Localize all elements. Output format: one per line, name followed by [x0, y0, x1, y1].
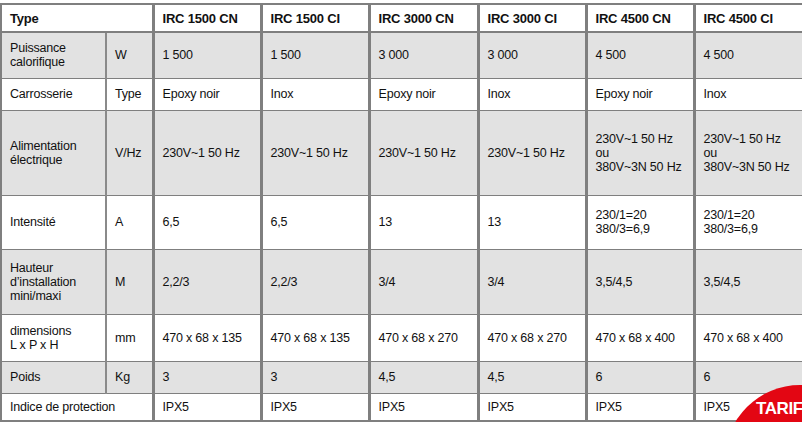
table-cell: Epoxy noir	[153, 78, 261, 110]
table-cell: 230/1=20 380/3=6,9	[694, 195, 802, 249]
table-cell: 230V~1 50 Hz	[369, 110, 478, 195]
column-header-irc-1500-cn: IRC 1500 CN	[153, 4, 261, 32]
tarif-badge-label: TARIF	[756, 399, 802, 419]
table-cell: 470 x 68 x 400	[586, 314, 694, 361]
column-header-irc-3000-ci: IRC 3000 CI	[478, 4, 586, 32]
table-cell: Epoxy noir	[369, 78, 478, 110]
table-cell: 470 x 68 x 135	[261, 314, 369, 361]
row-label: Indice de protection	[1, 393, 153, 421]
table-cell: 470 x 68 x 270	[369, 314, 478, 361]
table-cell: 470 x 68 x 270	[478, 314, 586, 361]
table-cell: 4 500	[586, 32, 694, 78]
table-header-row: Type IRC 1500 CN IRC 1500 CI IRC 3000 CN…	[1, 4, 802, 32]
row-unit: A	[106, 195, 153, 249]
table-row-dimensions: dimensions L x P x H mm 470 x 68 x 135 4…	[1, 314, 802, 361]
table-cell: 4,5	[478, 361, 586, 393]
table-cell: 230V~1 50 Hz	[261, 110, 369, 195]
table-cell: 2,2/3	[153, 249, 261, 314]
table-cell: IPX5	[369, 393, 478, 421]
column-header-irc-1500-ci: IRC 1500 CI	[261, 4, 369, 32]
row-label: Intensité	[1, 195, 106, 249]
table-cell: 6	[586, 361, 694, 393]
table-cell: 3/4	[369, 249, 478, 314]
row-label: Carrosserie	[1, 78, 106, 110]
table-cell: 230V~1 50 Hz	[153, 110, 261, 195]
table-cell: Inox	[478, 78, 586, 110]
row-unit: V/Hz	[106, 110, 153, 195]
table-cell: 3	[261, 361, 369, 393]
table-row-indice-protection: Indice de protection IPX5 IPX5 IPX5 IPX5…	[1, 393, 802, 421]
table-cell: 3 000	[369, 32, 478, 78]
table-cell: IPX5	[261, 393, 369, 421]
table-cell: IPX5	[153, 393, 261, 421]
table-cell: 4,5	[369, 361, 478, 393]
table-cell: 3	[153, 361, 261, 393]
table-cell: 230V~1 50 Hz	[478, 110, 586, 195]
row-label: dimensions L x P x H	[1, 314, 106, 361]
row-label: Puissance calorifique	[1, 32, 106, 78]
column-header-irc-4500-cn: IRC 4500 CN	[586, 4, 694, 32]
table-cell: 230/1=20 380/3=6,9	[586, 195, 694, 249]
table-cell: 2,2/3	[261, 249, 369, 314]
column-header-type: Type	[1, 4, 153, 32]
row-unit: M	[106, 249, 153, 314]
table-cell: IPX5	[478, 393, 586, 421]
table-cell: Inox	[261, 78, 369, 110]
table-cell: 470 x 68 x 135	[153, 314, 261, 361]
table-cell: 470 x 68 x 400	[694, 314, 802, 361]
row-label: Alimentation électrique	[1, 110, 106, 195]
column-header-irc-4500-ci: IRC 4500 CI	[694, 4, 802, 32]
table-row-hauteur: Hauteur d’installation mini/maxi M 2,2/3…	[1, 249, 802, 314]
table-cell: 3 000	[478, 32, 586, 78]
table-cell: Inox	[694, 78, 802, 110]
table-cell: 3/4	[478, 249, 586, 314]
table-cell: 13	[369, 195, 478, 249]
table-row-poids: Poids Kg 3 3 4,5 4,5 6 6	[1, 361, 802, 393]
row-label: Poids	[1, 361, 106, 393]
column-header-irc-3000-cn: IRC 3000 CN	[369, 4, 478, 32]
table-cell: 1 500	[153, 32, 261, 78]
table-cell: 6,5	[153, 195, 261, 249]
table-cell: 230V~1 50 Hz ou 380V~3N 50 Hz	[586, 110, 694, 195]
table-cell: 4 500	[694, 32, 802, 78]
table-row-alimentation: Alimentation électrique V/Hz 230V~1 50 H…	[1, 110, 802, 195]
row-unit: W	[106, 32, 153, 78]
table-cell: IPX5	[586, 393, 694, 421]
table-row-puissance: Puissance calorifique W 1 500 1 500 3 00…	[1, 32, 802, 78]
table-row-intensite: Intensité A 6,5 6,5 13 13 230/1=20 380/3…	[1, 195, 802, 249]
table-cell: 13	[478, 195, 586, 249]
row-unit: Type	[106, 78, 153, 110]
row-unit: Kg	[106, 361, 153, 393]
table-cell: 1 500	[261, 32, 369, 78]
row-label: Hauteur d’installation mini/maxi	[1, 249, 106, 314]
table-cell: 6,5	[261, 195, 369, 249]
table-cell: 230V~1 50 Hz ou 380V~3N 50 Hz	[694, 110, 802, 195]
table-cell: Epoxy noir	[586, 78, 694, 110]
spec-table: Type IRC 1500 CN IRC 1500 CI IRC 3000 CN…	[0, 3, 802, 422]
table-cell: 3,5/4,5	[694, 249, 802, 314]
table-cell: 3,5/4,5	[586, 249, 694, 314]
row-unit: mm	[106, 314, 153, 361]
table-row-carrosserie: Carrosserie Type Epoxy noir Inox Epoxy n…	[1, 78, 802, 110]
